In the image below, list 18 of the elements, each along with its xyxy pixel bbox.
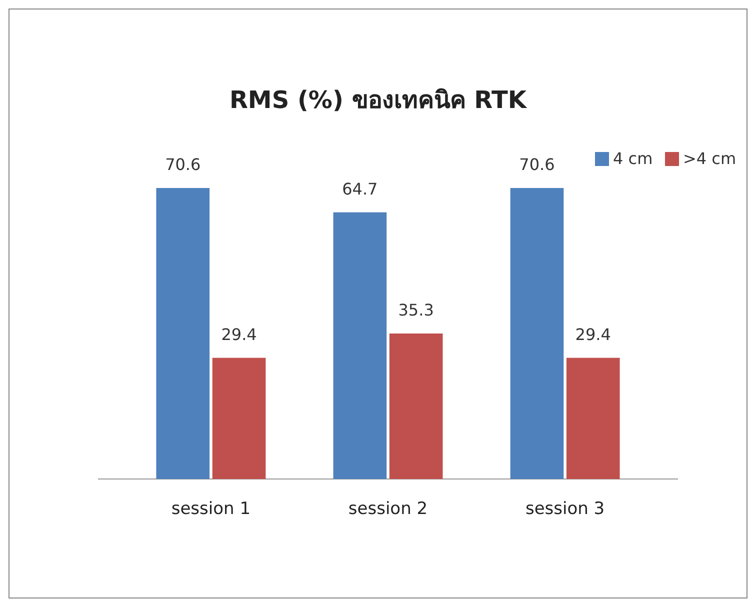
legend-label: >4 cm xyxy=(683,149,736,168)
data-label: 70.6 xyxy=(519,155,555,174)
bar xyxy=(566,358,620,479)
x-tick-label: session 3 xyxy=(525,499,605,519)
bar xyxy=(510,188,564,479)
x-tick-label: session 1 xyxy=(171,499,251,519)
data-label: 29.4 xyxy=(575,324,611,344)
data-label: 29.4 xyxy=(221,324,257,344)
legend-label: 4 cm xyxy=(613,149,653,168)
data-label: 64.7 xyxy=(342,179,378,198)
bar xyxy=(212,358,266,479)
data-label: 70.6 xyxy=(165,155,201,174)
x-tick-label: session 2 xyxy=(348,499,428,519)
data-label: 35.3 xyxy=(398,300,434,320)
bar xyxy=(333,212,387,479)
chart-title: RMS (%) ของเทคนิค RTK xyxy=(229,86,528,114)
bar xyxy=(156,188,210,479)
bar xyxy=(389,334,443,479)
